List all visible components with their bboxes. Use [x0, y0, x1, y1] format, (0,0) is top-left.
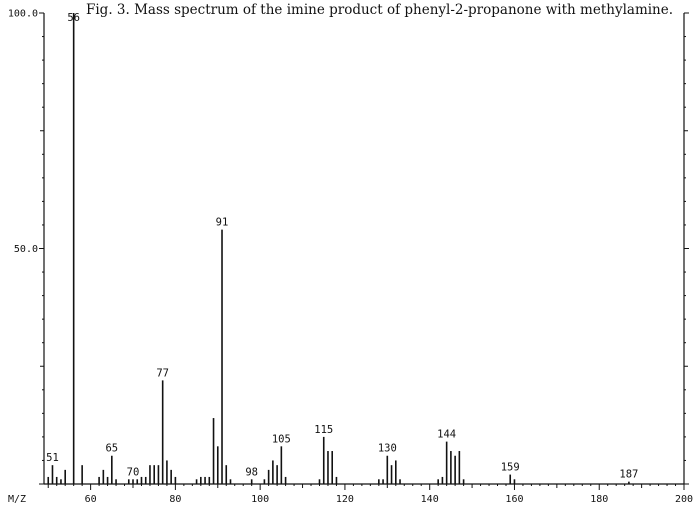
- figure-caption: Fig. 3. Mass spectrum of the imine produ…: [86, 2, 673, 18]
- peak-label: 144: [437, 429, 456, 441]
- peak-label: 159: [501, 462, 520, 474]
- peak-label: 77: [156, 367, 169, 379]
- x-tick-label: 200: [675, 494, 693, 505]
- x-tick-label: 60: [85, 494, 97, 505]
- x-tick-label: 80: [169, 494, 181, 505]
- peak-label: 70: [127, 466, 140, 478]
- x-tick-label: 120: [336, 494, 354, 505]
- x-axis-label: M/Z: [8, 494, 26, 505]
- peak-label: 51: [46, 452, 59, 464]
- peak-label: 98: [245, 466, 258, 478]
- axes: 100.0 50.0 60 80 100 120 140 160 180 200: [8, 9, 693, 506]
- peak-label: 56: [67, 12, 80, 24]
- peaks-group: [47, 13, 630, 484]
- y-tick-label: 100.0: [8, 9, 38, 20]
- peak-label: 65: [105, 443, 118, 455]
- peak-label: 105: [272, 433, 291, 445]
- peak-label: 130: [378, 443, 397, 455]
- x-tick-label: 140: [421, 494, 439, 505]
- x-tick-label: 160: [505, 494, 523, 505]
- peak-label: 187: [619, 469, 638, 481]
- x-tick-label: 100: [251, 494, 269, 505]
- peak-label: 91: [216, 217, 229, 229]
- peak-labels-group: 51 56 65 70 77 91 98 105 115 130 144 159 187: [46, 12, 638, 481]
- x-tick-label: 180: [590, 494, 608, 505]
- peak-label: 115: [314, 424, 333, 436]
- y-tick-label: 50.0: [14, 244, 38, 255]
